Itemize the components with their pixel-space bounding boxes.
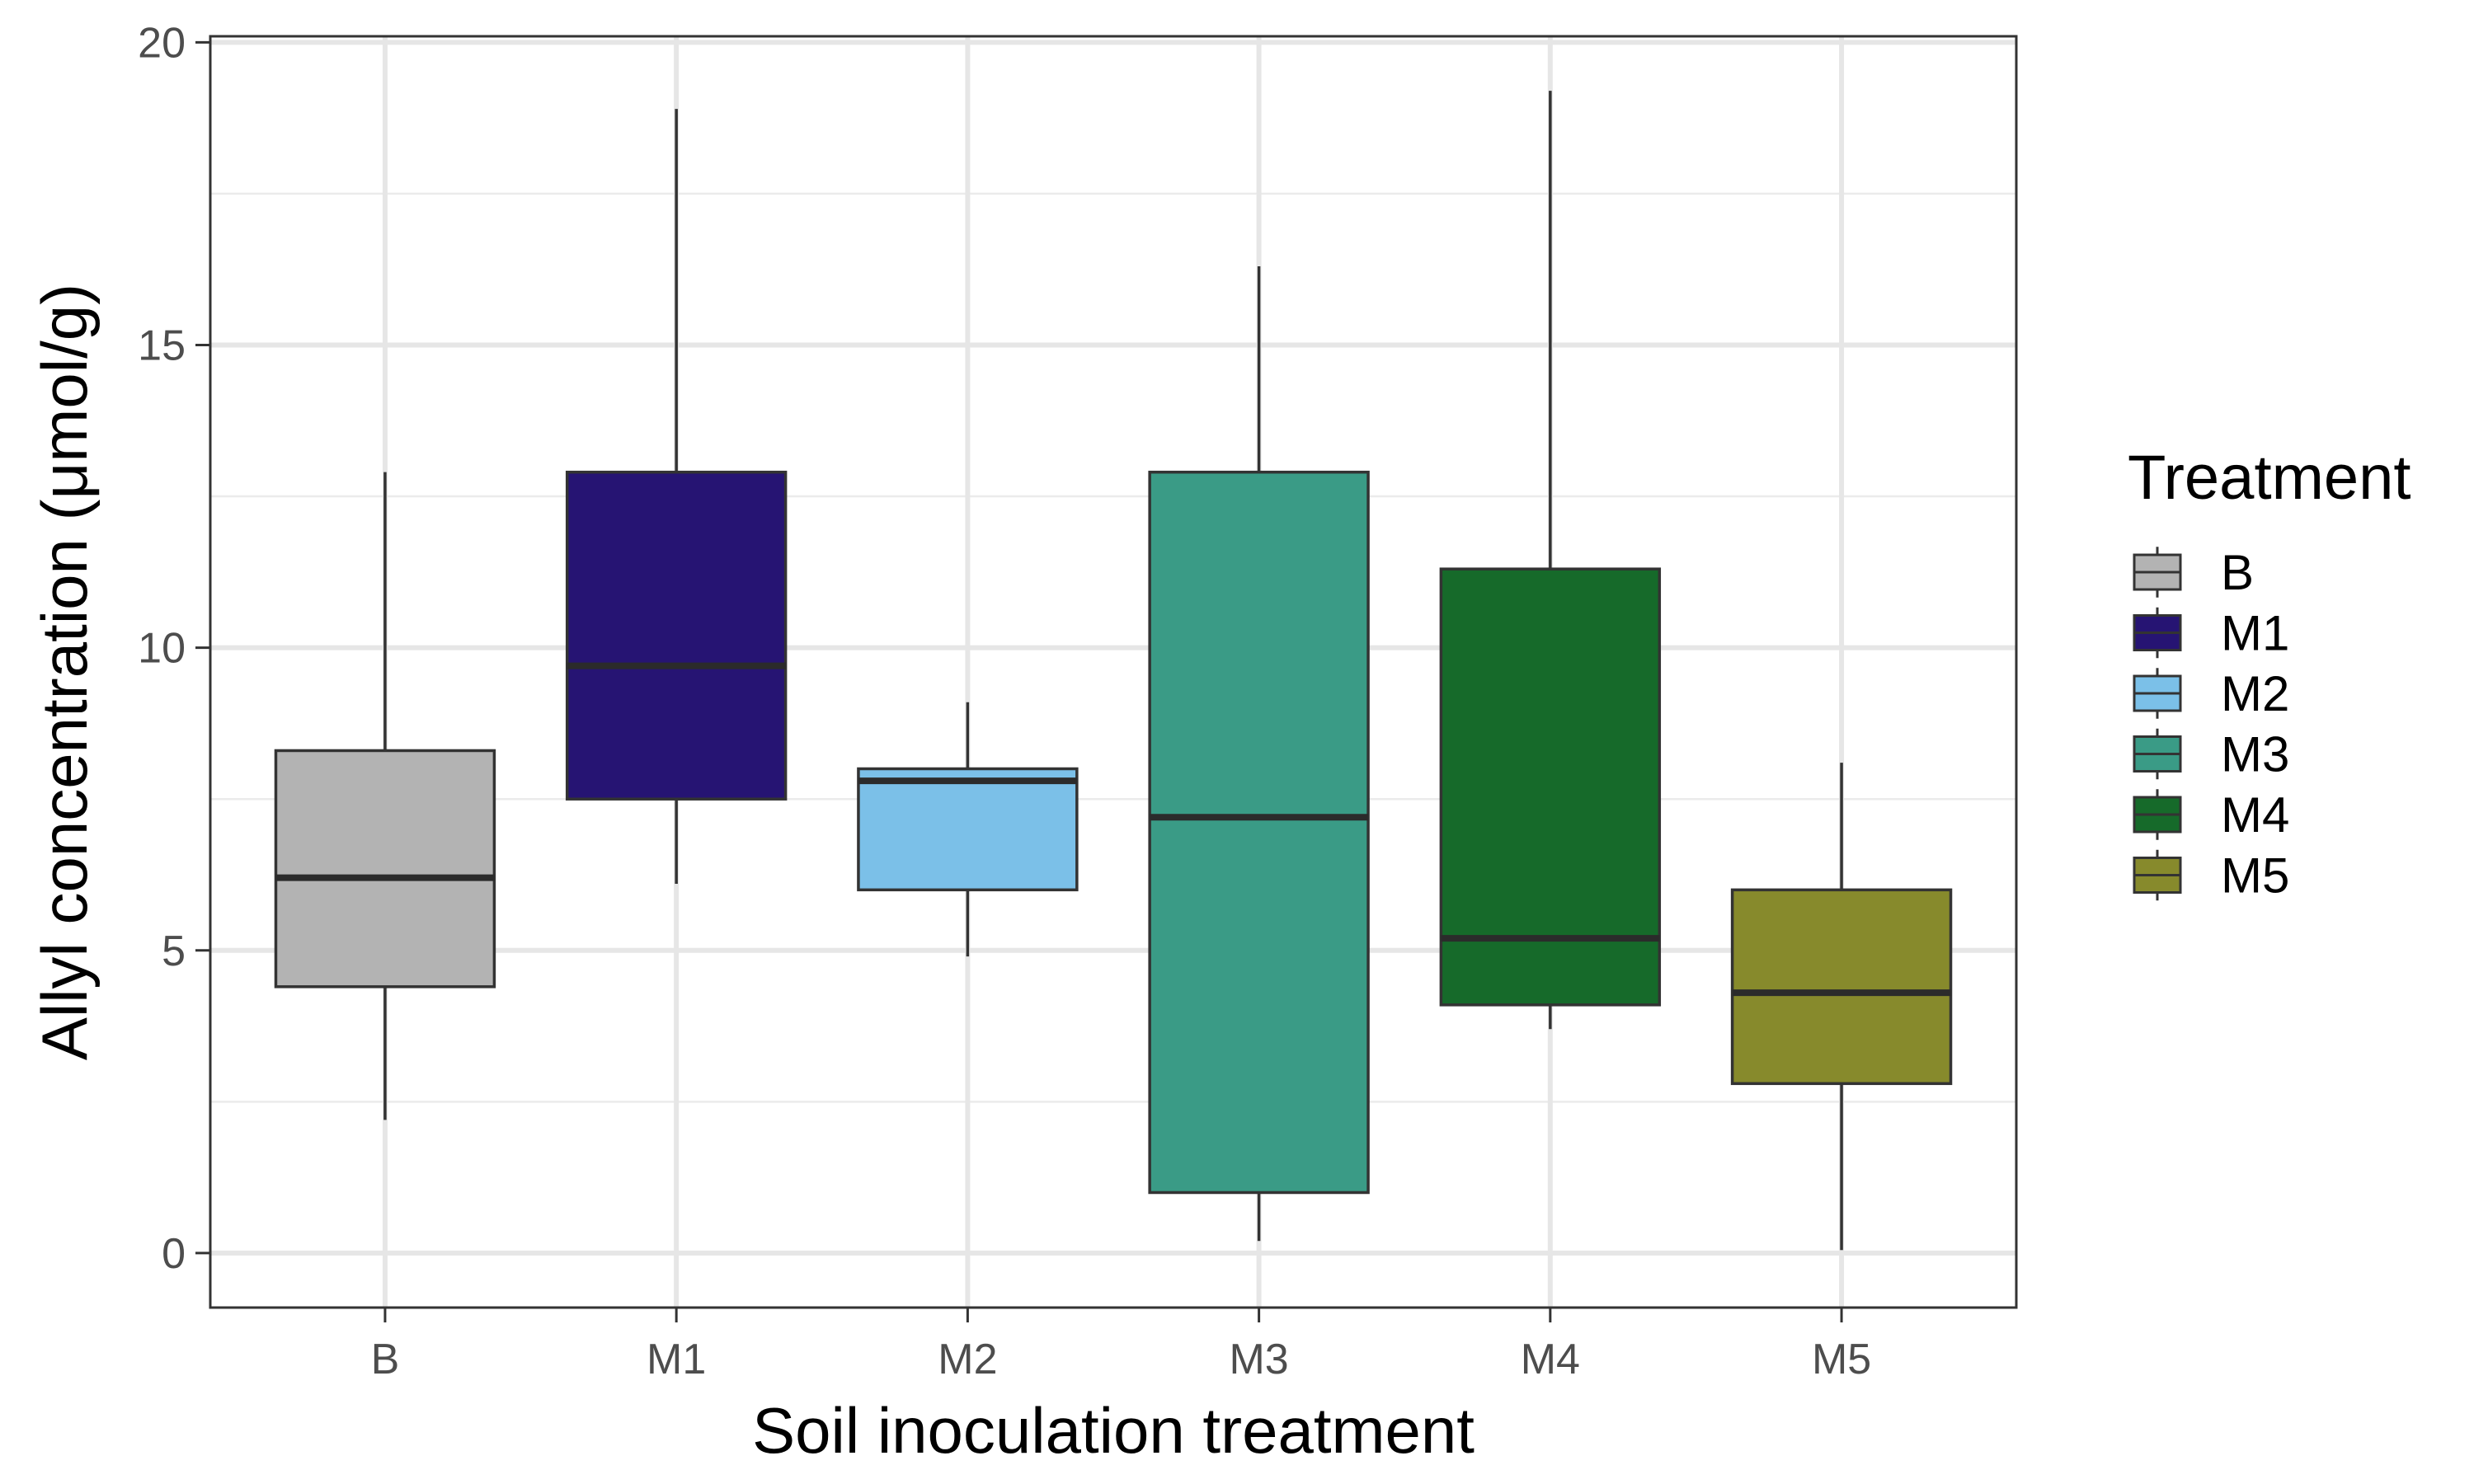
y-axis-title: Allyl concentration (μmol/g) — [28, 284, 101, 1060]
box-B — [274, 472, 496, 1120]
legend-item-B: B — [2133, 545, 2254, 600]
box-body — [274, 749, 496, 989]
legend-title: Treatment — [2128, 443, 2411, 513]
legend-label: M2 — [2221, 666, 2289, 721]
box-body — [857, 767, 1079, 892]
boxes — [274, 91, 1953, 1251]
box-body — [1439, 567, 1662, 1007]
axes: 0 5 10 15 20 B M1 M2 M3 M4 M5 — [138, 19, 1871, 1383]
box-M4 — [1439, 91, 1662, 1030]
y-tick-label: 15 — [138, 322, 186, 369]
legend-item-M3: M3 — [2133, 727, 2289, 782]
x-tick-label: M2 — [938, 1336, 997, 1383]
box-body — [565, 470, 788, 801]
legend-label: M1 — [2221, 606, 2289, 661]
legend-label: B — [2221, 545, 2254, 600]
x-axis-title: Soil inoculation treatment — [752, 1394, 1475, 1467]
x-tick-label: M3 — [1229, 1336, 1288, 1383]
legend-label: M3 — [2221, 727, 2289, 782]
box-M1 — [565, 109, 788, 884]
legend-label: M5 — [2221, 848, 2289, 904]
legend-label: M4 — [2221, 787, 2289, 843]
x-tick-label: M1 — [647, 1336, 706, 1383]
x-tick-label: M5 — [1812, 1336, 1871, 1383]
box-body — [1148, 470, 1370, 1195]
x-tick-label: M4 — [1521, 1336, 1580, 1383]
x-tick-label: B — [371, 1336, 400, 1383]
box-M3 — [1148, 266, 1370, 1242]
y-tick-label: 20 — [138, 19, 186, 67]
legend-item-M4: M4 — [2133, 787, 2289, 843]
legend-item-M2: M2 — [2133, 666, 2289, 721]
box-M2 — [857, 702, 1079, 957]
legend-item-M5: M5 — [2133, 848, 2289, 904]
box-body — [1730, 888, 1953, 1086]
y-tick-label: 10 — [138, 625, 186, 673]
y-tick-label: 5 — [162, 928, 186, 975]
y-tick-label: 0 — [162, 1230, 186, 1278]
box-M5 — [1730, 763, 1953, 1251]
legend-item-M1: M1 — [2133, 606, 2289, 661]
panel-border — [209, 35, 2018, 1309]
